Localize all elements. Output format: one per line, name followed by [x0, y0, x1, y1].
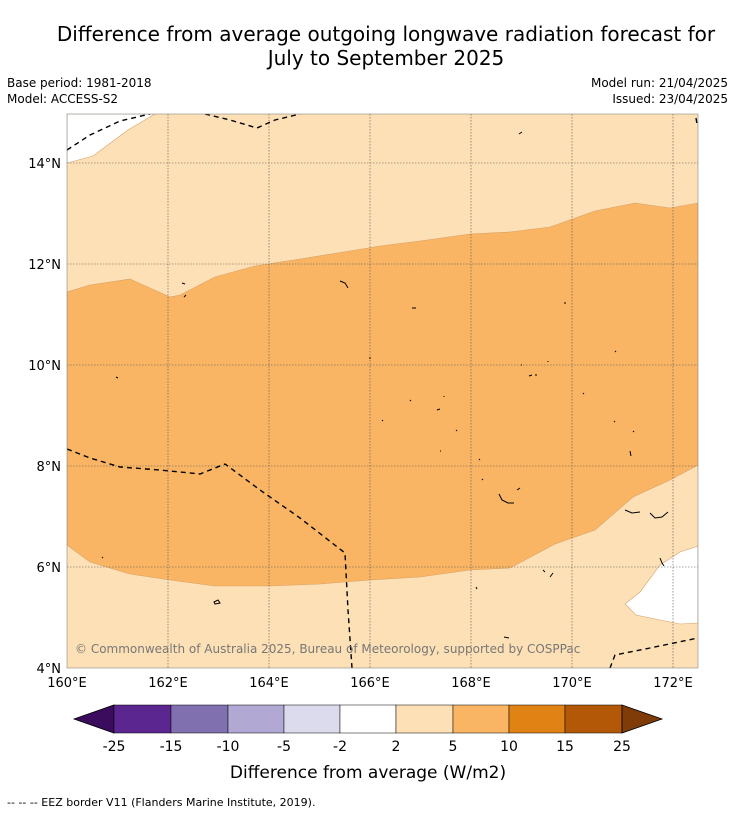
- islands: [101, 131, 669, 639]
- field-near-average-corner: [67, 114, 156, 164]
- model-run-date: Model run: 21/04/2025: [590, 76, 728, 90]
- lat-tick-label: 6°N: [37, 561, 62, 576]
- issued-date: Issued: 23/04/2025: [612, 92, 728, 106]
- colorbar: -25 -15 -10 -5 -2 2 5 10 15 25 Differenc…: [72, 704, 664, 783]
- base-period: Base period: 1981-2018: [7, 76, 152, 90]
- lon-tick-label: 164°E: [249, 676, 289, 691]
- colorbar-tick: -15: [160, 739, 183, 755]
- metadata-left: Base period: 1981-2018 Model: ACCESS-S2: [7, 75, 152, 107]
- colorbar-tick: 2: [392, 739, 401, 755]
- colorbar-segment: [564, 704, 623, 734]
- lon-tick-label: 170°E: [552, 676, 592, 691]
- colorbar-tick: 25: [613, 739, 631, 755]
- longitude-labels: 160°E 162°E 164°E 166°E 168°E 170°E 172°…: [47, 676, 693, 691]
- colorbar-label: Difference from average (W/m2): [230, 763, 506, 783]
- colorbar-tick: -5: [277, 739, 291, 755]
- field-5-to-10: [67, 202, 698, 587]
- colorbar-segment: [452, 704, 510, 734]
- colorbar-segment: [283, 704, 341, 734]
- graticule: [67, 114, 698, 668]
- map-title: Difference from average outgoing longwav…: [0, 22, 736, 70]
- colorbar-tick: -25: [103, 739, 126, 755]
- eez-legend-note: -- -- -- EEZ border V11 (Flanders Marine…: [7, 796, 316, 809]
- colorbar-tick: 15: [556, 739, 574, 755]
- colorbar-segment: [113, 704, 172, 734]
- metadata-right: Model run: 21/04/2025 Issued: 23/04/2025: [591, 75, 728, 107]
- title-line-2: July to September 2025: [267, 46, 505, 70]
- map-plot-area: [67, 114, 698, 668]
- lon-tick-label: 162°E: [148, 676, 188, 691]
- lat-tick-label: 10°N: [28, 359, 61, 374]
- map-frame: [66, 113, 699, 669]
- lon-tick-label: 168°E: [451, 676, 491, 691]
- colorbar-extension-high: [621, 704, 664, 734]
- lon-tick-label: 172°E: [653, 676, 693, 691]
- eez-borders: [67, 114, 698, 668]
- colorbar-segment: [170, 704, 229, 734]
- field-near-average: [624, 545, 698, 625]
- colorbar-segment: [395, 704, 454, 734]
- lon-tick-label: 166°E: [350, 676, 390, 691]
- copyright-notice: © Commonwealth of Australia 2025, Bureau…: [75, 642, 580, 656]
- colorbar-segment: [339, 704, 397, 734]
- title-line-1: Difference from average outgoing longwav…: [56, 22, 716, 46]
- latitude-labels: 14°N 12°N 10°N 8°N 6°N 4°N: [28, 157, 61, 677]
- lat-tick-label: 14°N: [28, 157, 61, 172]
- colorbar-tick: 10: [500, 739, 518, 755]
- lon-tick-label: 160°E: [47, 676, 87, 691]
- colorbar-segment: [508, 704, 566, 734]
- colorbar-tick: -2: [333, 739, 347, 755]
- lat-tick-label: 8°N: [37, 460, 62, 475]
- colorbar-segment: [227, 704, 285, 734]
- colorbar-extension-low: [72, 704, 115, 734]
- colorbar-tick-labels: -25 -15 -10 -5 -2 2 5 10 15 25: [103, 739, 631, 755]
- lat-tick-label: 4°N: [37, 662, 62, 677]
- lat-tick-label: 12°N: [28, 258, 61, 273]
- model-name: Model: ACCESS-S2: [7, 92, 119, 106]
- colorbar-tick: -10: [217, 739, 240, 755]
- map-figure: © Commonwealth of Australia 2025, Bureau…: [28, 113, 699, 783]
- colorbar-tick: 5: [449, 739, 458, 755]
